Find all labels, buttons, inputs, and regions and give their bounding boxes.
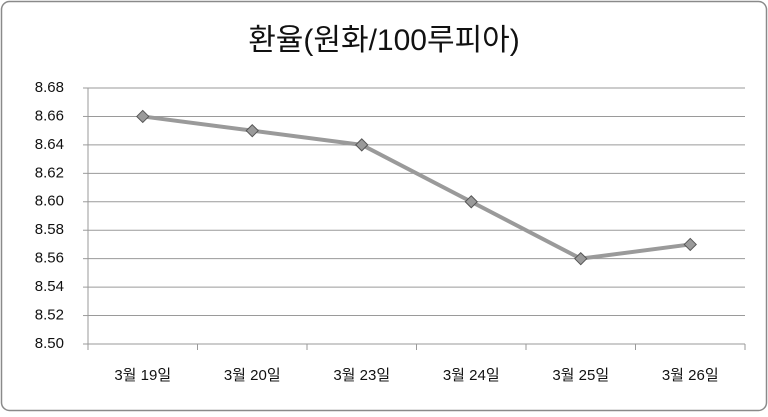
marker bbox=[136, 109, 150, 124]
y-tick-label: 8.62 bbox=[35, 164, 64, 181]
chart-title: 환율(원화/100루피아) bbox=[248, 24, 520, 57]
marker bbox=[574, 251, 588, 266]
y-tick-label: 8.52 bbox=[35, 307, 64, 324]
x-tick-label: 3월 25일 bbox=[552, 367, 609, 384]
marker bbox=[464, 195, 478, 209]
y-tick-label: 8.68 bbox=[35, 79, 64, 96]
line bbox=[142, 114, 691, 261]
y-tick-label: 8.64 bbox=[35, 136, 64, 153]
x-tick-label: 3월 20일 bbox=[224, 367, 281, 384]
y-tick-label: 8.56 bbox=[35, 250, 64, 267]
y-tick-label: 8.66 bbox=[35, 107, 64, 124]
x-tick-label: 3월 26일 bbox=[662, 367, 719, 384]
y-tick-label: 8.60 bbox=[35, 193, 64, 210]
y-tick-label: 8.54 bbox=[35, 278, 64, 295]
marker bbox=[245, 123, 259, 138]
y-tick-label: 8.50 bbox=[35, 335, 64, 352]
x-tick-label: 3월 24일 bbox=[443, 367, 500, 384]
marker bbox=[355, 138, 369, 152]
x-tick-label: 3월 19일 bbox=[114, 367, 171, 384]
marker bbox=[683, 237, 697, 252]
y-tick-label: 8.58 bbox=[35, 221, 64, 238]
x-tick-label: 3월 23일 bbox=[333, 367, 390, 384]
